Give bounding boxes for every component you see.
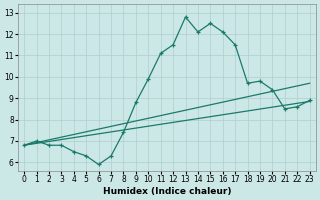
X-axis label: Humidex (Indice chaleur): Humidex (Indice chaleur) [103,187,231,196]
